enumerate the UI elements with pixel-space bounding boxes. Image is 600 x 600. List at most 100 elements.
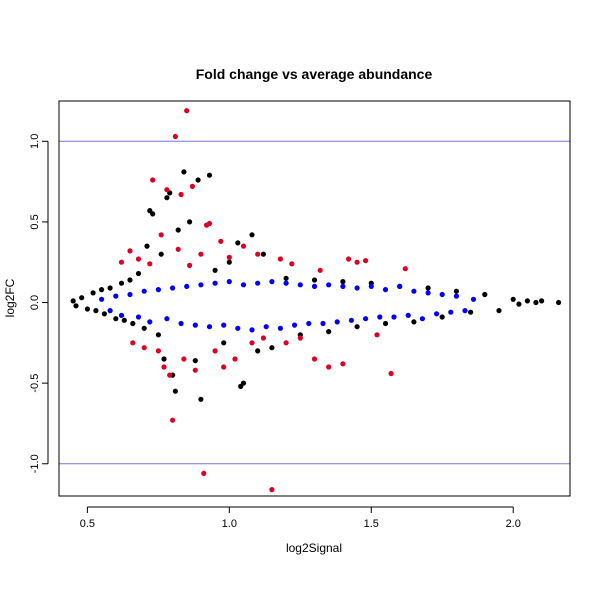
data-point-s1-1 (70, 298, 76, 304)
data-point-s3-42 (326, 364, 332, 370)
data-point-s2-51 (453, 293, 459, 299)
data-point-s2-20 (235, 325, 241, 331)
data-point-s3-17 (181, 356, 187, 362)
data-point-s1-29 (187, 219, 193, 225)
data-point-s3-16 (178, 191, 184, 198)
data-point-s3-38 (289, 261, 295, 267)
data-point-s3-9 (158, 232, 164, 238)
data-point-s2-37 (354, 285, 360, 291)
data-point-s3-44 (346, 256, 352, 262)
data-point-s2-16 (206, 324, 213, 330)
data-point-s2-31 (311, 283, 318, 289)
data-point-s1-62 (524, 298, 531, 304)
data-point-s3-37 (283, 340, 289, 346)
data-point-s1-34 (212, 267, 218, 273)
data-point-s1-19 (150, 211, 156, 217)
data-point-s3-1 (118, 259, 125, 265)
data-point-s1-11 (118, 280, 125, 286)
data-point-s1-7 (99, 287, 105, 293)
data-point-s3-47 (374, 332, 380, 338)
data-point-s3-8 (155, 348, 161, 354)
data-point-s1-21 (158, 251, 164, 257)
data-point-s2-10 (164, 316, 170, 322)
data-point-s1-6 (93, 308, 99, 314)
data-point-s1-10 (113, 316, 119, 322)
data-point-s2-7 (141, 288, 147, 294)
data-point-s1-26 (172, 388, 178, 394)
data-point-s1-58 (482, 291, 488, 298)
data-point-s2-18 (221, 322, 227, 328)
data-point-s2-41 (382, 287, 389, 293)
data-point-s2-36 (348, 317, 354, 323)
x-axis-label: log2Signal (286, 541, 342, 555)
data-point-s2-28 (292, 322, 298, 328)
data-point-s2-46 (419, 316, 425, 322)
plot-frame (58, 100, 571, 497)
data-point-s2-21 (240, 282, 247, 288)
plot-area (59, 108, 570, 493)
data-point-s1-56 (453, 288, 459, 294)
data-point-s2-44 (405, 312, 411, 318)
data-point-s3-6 (147, 261, 153, 267)
data-point-s1-9 (107, 285, 113, 291)
data-point-s2-39 (368, 283, 374, 289)
data-point-s1-61 (516, 301, 522, 307)
x-tick-label-1: 0.5 (80, 518, 95, 530)
data-point-s3-29 (226, 254, 232, 260)
data-point-s2-14 (192, 322, 198, 328)
data-point-s3-27 (218, 238, 224, 244)
data-point-s2-52 (462, 308, 468, 314)
data-point-s3-3 (130, 340, 136, 346)
data-point-s1-53 (411, 319, 417, 325)
data-point-s2-26 (277, 325, 283, 331)
data-point-s2-22 (249, 327, 255, 333)
data-point-s3-22 (198, 251, 204, 257)
data-point-s1-28 (181, 169, 187, 175)
data-point-s2-40 (377, 314, 383, 320)
data-point-s2-15 (198, 282, 204, 288)
data-point-s3-48 (388, 370, 394, 377)
data-point-s3-49 (402, 266, 408, 272)
data-point-s3-40 (311, 356, 318, 362)
data-point-s1-17 (144, 243, 150, 249)
data-point-s1-39 (240, 380, 247, 386)
data-point-s3-10 (161, 364, 167, 370)
data-point-s2-23 (255, 280, 261, 286)
data-point-s3-12 (167, 372, 173, 378)
data-point-s3-36 (277, 256, 283, 262)
data-point-s2-4 (118, 312, 125, 318)
data-point-s3-21 (192, 367, 198, 373)
data-point-s1-31 (195, 177, 201, 183)
data-point-s3-13 (170, 417, 176, 423)
data-point-s1-3 (79, 295, 85, 301)
data-point-s3-33 (255, 251, 261, 257)
x-axis: 0.5 1.0 1.5 2.0 (80, 506, 521, 530)
data-point-s2-12 (178, 320, 184, 327)
data-point-s3-28 (221, 364, 227, 370)
data-point-s1-40 (249, 232, 255, 238)
data-point-s2-19 (226, 279, 232, 285)
data-point-s1-55 (439, 314, 445, 320)
data-point-s3-25 (206, 220, 213, 227)
data-point-s1-14 (130, 320, 136, 327)
data-point-s2-8 (147, 319, 153, 325)
data-point-s3-45 (354, 259, 360, 265)
data-point-s1-57 (468, 309, 474, 315)
data-point-s1-15 (135, 270, 142, 277)
data-point-s3-7 (150, 177, 156, 183)
data-point-s1-54 (425, 285, 431, 291)
data-point-s1-65 (556, 299, 562, 306)
data-point-s3-20 (189, 183, 195, 189)
data-point-s3-35 (269, 487, 275, 493)
data-point-s3-14 (172, 133, 178, 140)
data-point-s2-11 (170, 285, 176, 291)
data-point-s1-36 (226, 259, 232, 265)
data-point-s1-8 (101, 311, 107, 317)
data-point-s2-13 (184, 283, 190, 289)
data-point-s3-11 (164, 187, 170, 193)
y-tick-label-5: 1.0 (29, 134, 41, 149)
data-point-s1-12 (121, 317, 127, 323)
data-point-s3-31 (240, 243, 247, 249)
data-point-s3-23 (201, 470, 207, 476)
